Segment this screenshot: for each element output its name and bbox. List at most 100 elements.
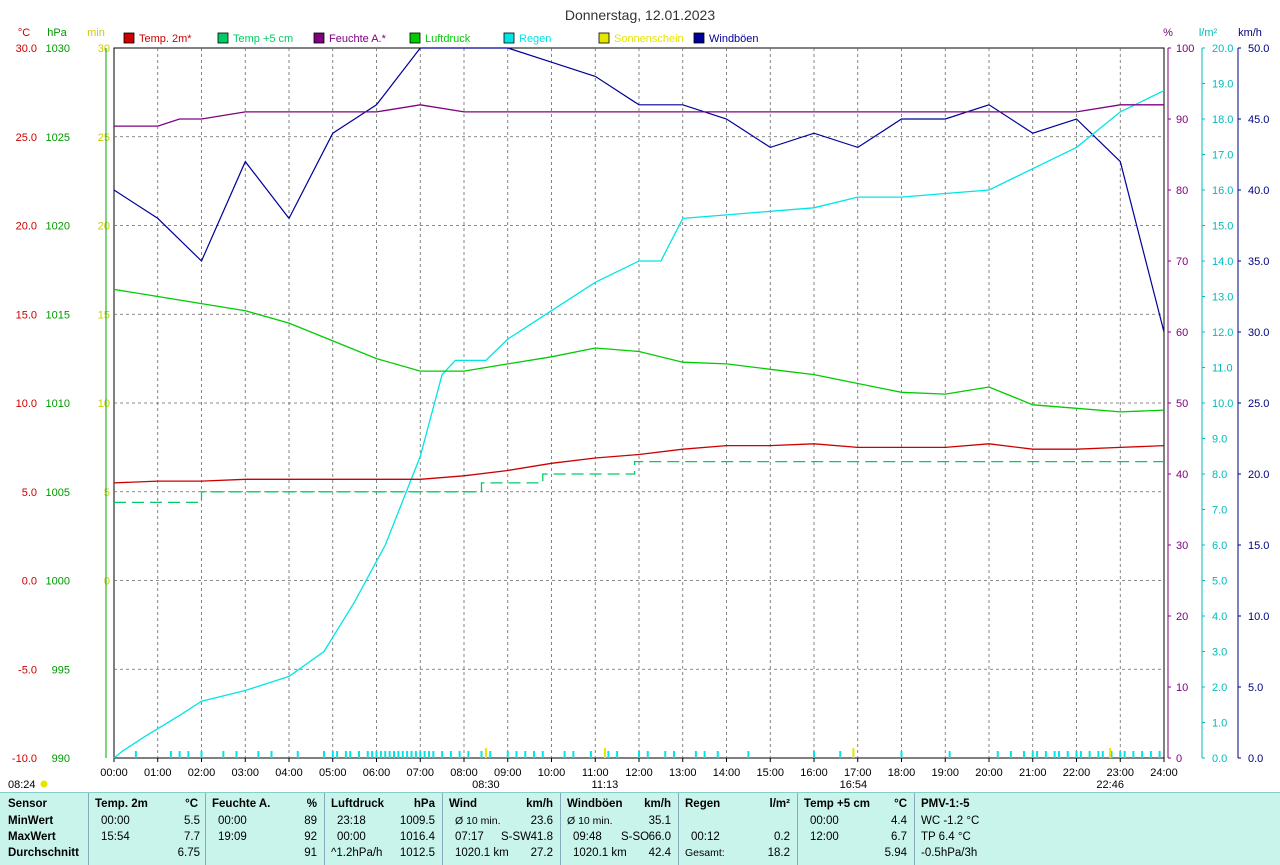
x-tick-label: 21:00	[1019, 767, 1047, 779]
axis-unit-wind: km/h	[1238, 27, 1262, 39]
series-line-luftdruck	[113, 288, 1165, 413]
sun-icon	[40, 780, 48, 788]
stats-time: 23:18	[337, 815, 366, 827]
stats-col-pmv: PMV-1:-5 WC -1.2 °C TP 6.4 °C -0.5hPa/3h	[914, 793, 1280, 865]
series-line-feuchte-a-	[114, 104, 1164, 127]
stats-time: 00:00	[218, 815, 247, 827]
stats-pmv-trend: -0.5hPa/3h	[921, 847, 978, 859]
stats-time: 00:00	[101, 815, 130, 827]
axis-tick-label-pressure: 1005	[46, 487, 70, 499]
stats-value: 41.8	[530, 831, 553, 843]
axis-tick-label-wind: 25.0	[1248, 398, 1269, 410]
stats-row-label: MinWert	[8, 815, 54, 827]
axis-units: °C hPa min% l/m² km/h	[18, 27, 1262, 39]
stats-total-label: Gesamt:	[685, 847, 725, 859]
rain-tick-marks	[134, 751, 1161, 758]
x-tick-label: 03:00	[231, 767, 259, 779]
legend-label: Temp. 2m*	[139, 33, 192, 45]
sun-marker-label: 08:30	[472, 779, 500, 791]
legend-label: Regen	[519, 33, 551, 45]
axis-tick-label-pressure: 990	[52, 753, 70, 765]
axis-unit-rain: l/m²	[1199, 27, 1218, 39]
stats-header: PMV-1:-5	[921, 798, 970, 810]
x-tick-label: 24:00	[1150, 767, 1178, 779]
axis-tick-label-temp: 30.0	[16, 43, 37, 55]
x-tick-label: 07:00	[406, 767, 434, 779]
stats-time: 12:00	[810, 831, 839, 843]
x-tick-label: 23:00	[1106, 767, 1134, 779]
axis-tick-label-pressure: 1030	[46, 43, 70, 55]
stats-distance: 1020.1 km	[573, 847, 627, 859]
stats-value: 6.7	[891, 831, 907, 843]
x-tick-label: 11:00	[582, 767, 609, 779]
sun-marker-label: 16:54	[840, 779, 868, 791]
axis-tick-label-temp: 25.0	[16, 132, 37, 144]
series-layer	[113, 47, 1165, 759]
legend-swatch	[693, 32, 705, 44]
axis-tick-label-pressure: 1015	[46, 309, 70, 321]
axis-tick-label-temp: 20.0	[16, 221, 37, 233]
axis-unit-temp: °C	[18, 27, 30, 39]
axis-tick-label-rain: 10.0	[1212, 398, 1233, 410]
legend-label: Temp +5 cm	[233, 33, 293, 45]
stats-row-label: Durchschnitt	[8, 847, 79, 859]
axis-tick-label-humidity: 90	[1176, 114, 1188, 126]
stats-time: 15:54	[101, 831, 130, 843]
axis-tick-label-temp: 5.0	[22, 487, 37, 499]
axis-tick-label-pressure: 995	[52, 664, 70, 676]
axis-tick-label-wind: 0.0	[1248, 753, 1263, 765]
axis-tick-label-rain: 18.0	[1212, 114, 1233, 126]
x-tick-label: 14:00	[713, 767, 741, 779]
axis-tick-label-sun: 10	[98, 398, 110, 410]
axis-tick-label-sun: 25	[98, 132, 110, 144]
stats-pmv-tp: TP 6.4 °C	[921, 831, 971, 843]
stats-value: 23.6	[530, 815, 553, 827]
axis-tick-label-wind: 45.0	[1248, 114, 1269, 126]
axis-tick-label-rain: 4.0	[1212, 611, 1227, 623]
chart-title: Donnerstag, 12.01.2023	[565, 7, 715, 23]
x-tick-label: 10:00	[538, 767, 566, 779]
stats-unit: l/m²	[769, 798, 790, 810]
axis-tick-label-temp: 10.0	[16, 398, 37, 410]
stats-value: 42.4	[648, 847, 671, 859]
axis-tick-label-humidity: 70	[1176, 256, 1188, 268]
axis-tick-label-humidity: 60	[1176, 327, 1188, 339]
axis-tick-label-temp: -10.0	[12, 753, 37, 765]
stats-col-sensor: Sensor MinWert MaxWert Durchschnitt	[0, 793, 88, 865]
x-tick-label: 02:00	[188, 767, 216, 779]
stats-col-feuchte: Feuchte A. % 00:00 89 19:09 92 91	[205, 793, 325, 865]
stats-value: 5.94	[884, 847, 907, 859]
axis-tick-label-pressure: 1010	[46, 398, 70, 410]
stats-value: 18.2	[767, 847, 790, 859]
axis-tick-label-sun: 5	[104, 487, 110, 499]
x-tick-label: 05:00	[319, 767, 347, 779]
axis-tick-label-rain: 1.0	[1212, 718, 1227, 730]
stats-header: Feuchte A.	[212, 798, 271, 810]
chart-legend: Temp. 2m* Temp +5 cm Feuchte A.* Luftdruck R…	[123, 32, 759, 45]
x-tick-label: 04:00	[275, 767, 303, 779]
stats-time: 00:00	[337, 831, 366, 843]
axis-tick-label-wind: 15.0	[1248, 540, 1269, 552]
x-tick-label: 15:00	[756, 767, 784, 779]
legend-label: Windböen	[709, 33, 759, 45]
stats-col-temp2m: Temp. 2m °C 00:00 5.5 15:54 7.7 6.75	[88, 793, 206, 865]
axis-tick-label-pressure: 1000	[46, 576, 70, 588]
axis-tick-label-rain: 2.0	[1212, 682, 1227, 694]
stats-label: Ø 10 min.	[567, 815, 613, 827]
stats-value: 1009.5	[399, 815, 435, 827]
legend-swatch	[598, 32, 610, 44]
axis-tick-label-rain: 14.0	[1212, 256, 1233, 268]
stats-label: Ø 10 min.	[455, 815, 501, 827]
legend-swatch	[409, 32, 421, 44]
x-tick-label: 19:00	[931, 767, 959, 779]
stats-value: 27.2	[530, 847, 553, 859]
axis-tick-label-wind: 30.0	[1248, 327, 1269, 339]
stats-table: Sensor MinWert MaxWert Durchschnitt Temp…	[0, 792, 1280, 865]
legend-swatch	[217, 32, 229, 44]
stats-time: 19:09	[218, 831, 247, 843]
x-tick-label: 01:00	[144, 767, 172, 779]
stats-time: 09:48	[573, 831, 602, 843]
axis-unit-pressure: hPa	[47, 27, 67, 39]
series-line-windb-en	[113, 47, 1165, 333]
stats-value: 89	[304, 815, 317, 827]
